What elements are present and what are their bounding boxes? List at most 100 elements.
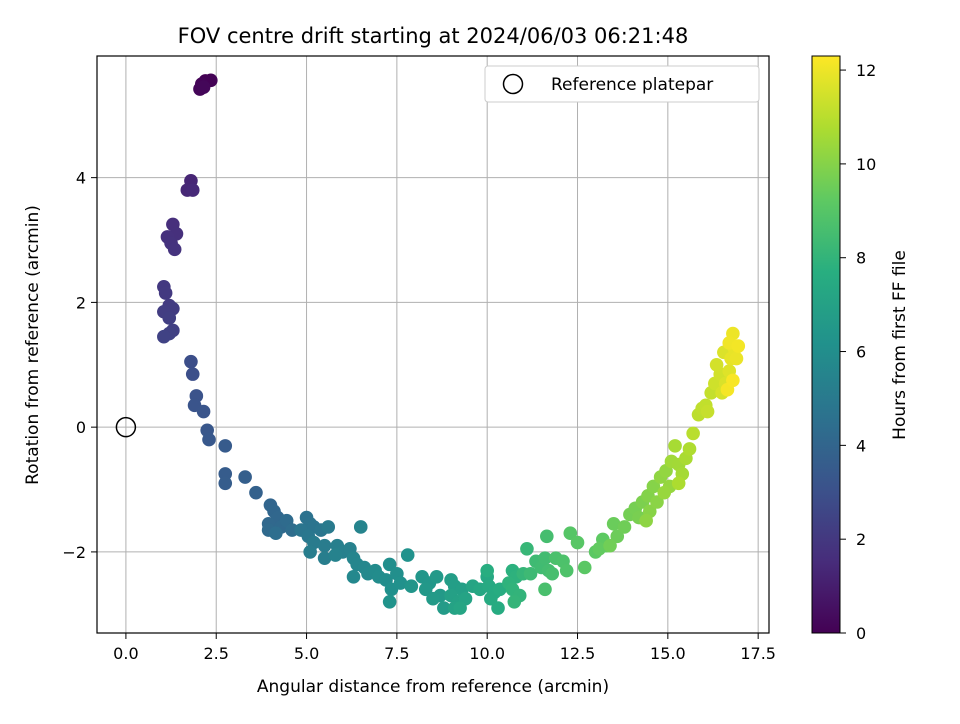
data-point xyxy=(303,545,317,559)
data-point xyxy=(686,426,700,441)
x-tick-label: 15.0 xyxy=(650,644,686,663)
colorbar: 0 2 4 6 8 10 12 Hours from first FF file xyxy=(811,55,910,643)
data-point xyxy=(218,476,233,491)
y-tick-label: −2 xyxy=(62,543,86,562)
data-point xyxy=(570,535,585,550)
data-point xyxy=(606,517,621,531)
data-point xyxy=(437,601,451,615)
data-point xyxy=(429,570,444,584)
y-axis-label: Rotation from reference (arcmin) xyxy=(23,205,43,485)
colorbar-gradient xyxy=(811,55,841,634)
y-tick-label: 4 xyxy=(76,169,86,188)
data-point xyxy=(538,551,552,565)
data-point xyxy=(196,80,211,94)
plot-frame xyxy=(96,55,770,634)
x-tick-label: 7.5 xyxy=(384,644,409,663)
data-point xyxy=(393,576,408,590)
colorbar-tick-label: 2 xyxy=(856,530,866,549)
legend-label: Reference platepar xyxy=(551,75,713,95)
x-tick-label: 17.5 xyxy=(740,644,776,663)
data-point xyxy=(167,242,182,257)
data-point xyxy=(726,373,740,388)
data-point xyxy=(603,538,617,553)
legend-box xyxy=(484,65,760,103)
data-point xyxy=(185,367,200,381)
data-point xyxy=(317,551,332,565)
data-point xyxy=(353,520,368,534)
reference-point xyxy=(115,416,137,438)
data-point xyxy=(700,404,715,419)
data-point xyxy=(668,439,682,453)
data-point xyxy=(538,582,552,597)
legend-marker xyxy=(502,73,524,95)
data-point xyxy=(523,566,538,581)
data-point xyxy=(249,485,263,500)
data-point xyxy=(709,357,724,372)
legend: Reference platepar xyxy=(484,65,760,103)
grid xyxy=(97,56,769,633)
data-point xyxy=(559,563,574,578)
colorbar-label: Hours from first FF file xyxy=(890,250,910,440)
colorbar-tick-label: 0 xyxy=(856,624,866,643)
data-point xyxy=(592,541,606,556)
data-point xyxy=(540,529,554,544)
chart-title: FOV centre drift starting at 2024/06/03 … xyxy=(178,24,689,48)
data-point xyxy=(162,311,177,325)
data-point xyxy=(682,442,697,456)
data-point xyxy=(617,520,632,534)
data-point xyxy=(646,479,661,494)
data-point xyxy=(185,183,200,197)
x-tick-label: 2.5 xyxy=(203,644,228,663)
data-point xyxy=(729,351,744,366)
data-point xyxy=(382,595,397,609)
data-point xyxy=(218,467,233,481)
x-tick-label: 5.0 xyxy=(294,644,319,663)
x-axis-label: Angular distance from reference (arcmin) xyxy=(257,677,609,697)
data-point xyxy=(731,339,746,353)
data-point xyxy=(610,529,625,544)
data-point xyxy=(218,439,233,453)
y-tick-label: 2 xyxy=(76,293,86,312)
x-tick-label: 12.5 xyxy=(560,644,596,663)
data-point xyxy=(196,404,211,419)
data-point xyxy=(480,563,494,578)
data-point xyxy=(545,566,560,581)
y-tick-label: 0 xyxy=(76,418,86,437)
data-point xyxy=(269,526,283,540)
data-point xyxy=(671,476,686,491)
colorbar-tick-label: 6 xyxy=(856,343,866,362)
data-point xyxy=(453,601,467,615)
scatter-points xyxy=(157,73,746,615)
data-point xyxy=(158,286,173,300)
data-point xyxy=(157,329,171,344)
data-point xyxy=(639,513,653,528)
data-point xyxy=(491,601,505,615)
data-point xyxy=(507,595,522,609)
data-point xyxy=(382,557,397,572)
data-point xyxy=(418,582,433,597)
data-point xyxy=(484,591,498,606)
data-point xyxy=(563,526,578,540)
data-point xyxy=(328,548,343,562)
colorbar-tick-label: 8 xyxy=(856,249,866,268)
colorbar-tick-label: 10 xyxy=(856,155,876,174)
data-point xyxy=(577,560,592,575)
x-tick-label: 0.0 xyxy=(113,644,138,663)
data-point xyxy=(657,485,672,500)
data-point xyxy=(321,520,336,534)
data-point xyxy=(650,495,664,509)
data-point xyxy=(317,538,332,553)
data-point xyxy=(426,591,440,606)
data-point xyxy=(238,470,252,484)
x-axis-ticks: 0.0 2.5 5.0 7.5 10.0 12.5 15.0 17.5 xyxy=(113,633,776,663)
colorbar-ticks: 0 2 4 6 8 10 12 xyxy=(840,61,876,643)
data-point xyxy=(202,432,216,447)
data-point xyxy=(400,548,415,562)
data-point xyxy=(520,541,534,556)
colorbar-tick-label: 4 xyxy=(856,436,866,455)
data-point xyxy=(404,579,419,594)
data-point xyxy=(346,570,361,584)
colorbar-tick-label: 12 xyxy=(856,61,876,80)
data-point xyxy=(184,354,198,369)
